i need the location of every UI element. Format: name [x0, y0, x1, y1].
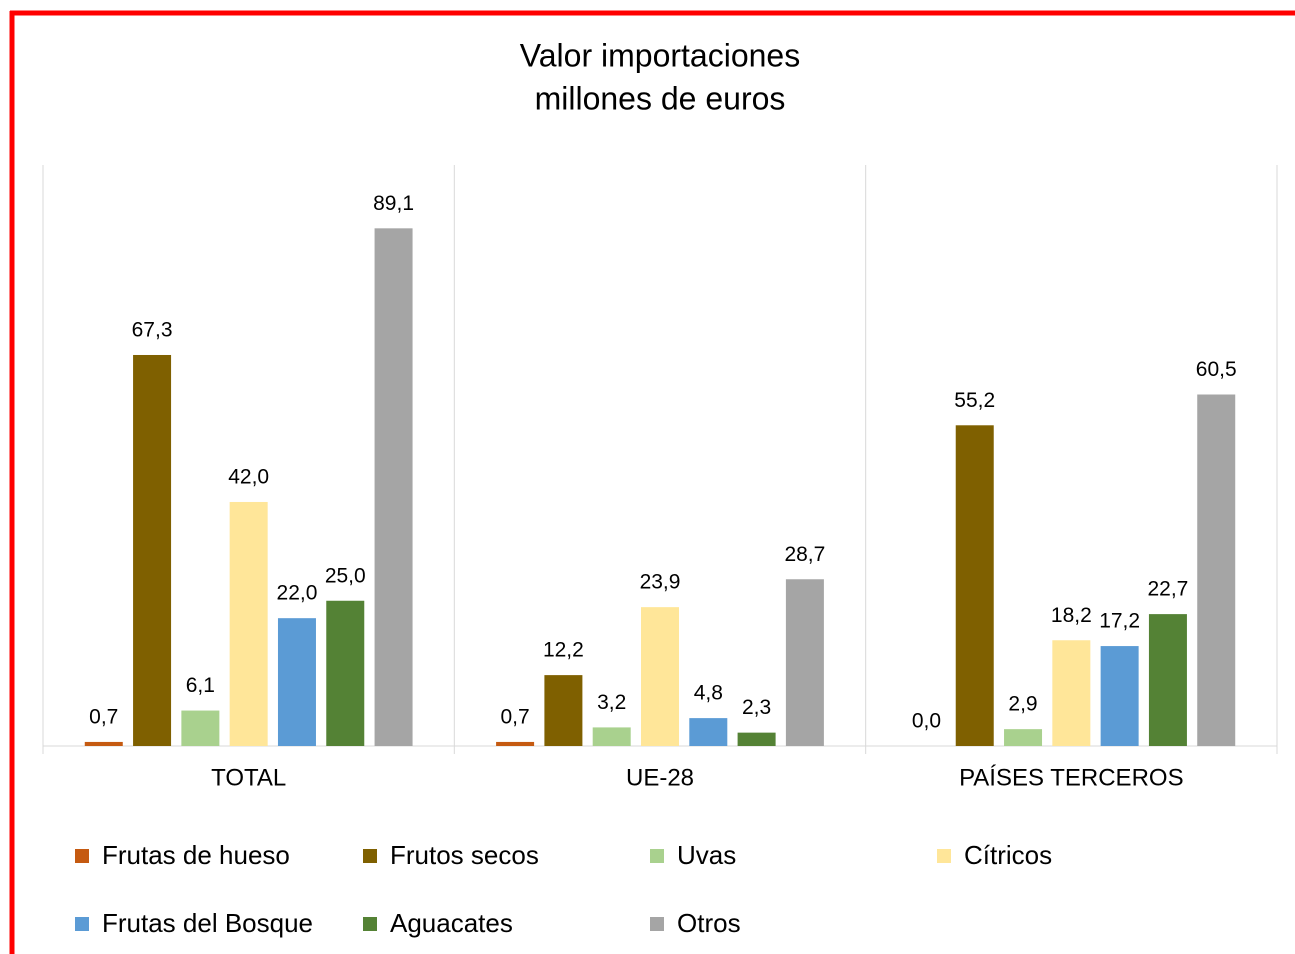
- legend-swatch: [650, 849, 664, 863]
- bar: [785, 579, 824, 746]
- data-label: 60,5: [1196, 358, 1237, 381]
- bar: [955, 425, 994, 746]
- bar: [641, 607, 679, 746]
- data-label: 2,9: [1008, 693, 1037, 716]
- legend-label: Frutos secos: [390, 840, 539, 870]
- data-label: 0,0: [912, 710, 941, 733]
- data-label: 3,2: [597, 691, 626, 714]
- data-label: 55,2: [954, 389, 995, 412]
- legend-label: Uvas: [677, 840, 736, 870]
- legend-swatch: [363, 917, 377, 931]
- legend-label: Cítricos: [964, 840, 1052, 870]
- data-label: 22,0: [277, 582, 318, 605]
- legend-label: Otros: [677, 908, 741, 938]
- data-label: 42,0: [228, 466, 269, 489]
- bar: [1148, 614, 1187, 746]
- legend-label: Frutas del Bosque: [102, 908, 313, 938]
- legend-swatch: [650, 917, 664, 931]
- bar: [326, 600, 365, 746]
- data-label: 6,1: [186, 674, 215, 697]
- data-label: 67,3: [132, 319, 173, 342]
- data-label: 17,2: [1099, 610, 1140, 633]
- legend-swatch: [937, 849, 951, 863]
- data-label: 0,7: [500, 705, 529, 728]
- bar: [1197, 394, 1236, 746]
- data-label: 22,7: [1147, 578, 1188, 601]
- legend-swatch: [363, 849, 377, 863]
- bar: [689, 718, 728, 746]
- bar: [277, 618, 316, 746]
- bar: [84, 741, 123, 746]
- chart-title: Valor importaciones: [520, 37, 800, 73]
- bar: [374, 228, 413, 747]
- bar: [181, 710, 220, 746]
- x-tick-label: PAÍSES TERCEROS: [959, 764, 1184, 791]
- data-label: 89,1: [373, 192, 414, 215]
- bar: [1004, 729, 1043, 746]
- bar: [496, 741, 535, 746]
- data-label: 2,3: [742, 696, 771, 719]
- legend-label: Aguacates: [390, 908, 513, 938]
- data-label: 12,2: [543, 639, 584, 662]
- bar: [737, 732, 776, 746]
- legend-swatch: [75, 849, 89, 863]
- data-label: 4,8: [694, 682, 723, 705]
- data-label: 18,2: [1051, 604, 1092, 627]
- legend-swatch: [75, 917, 89, 931]
- chart-title: millones de euros: [535, 80, 786, 116]
- data-label: 25,0: [325, 564, 366, 587]
- data-label: 23,9: [640, 571, 681, 594]
- bar: [1100, 646, 1139, 746]
- x-tick-label: UE-28: [626, 764, 694, 791]
- bar: [133, 354, 172, 746]
- bar: [592, 727, 631, 746]
- bar: [544, 675, 583, 746]
- bar: [229, 501, 268, 746]
- data-label: 0,7: [89, 705, 118, 728]
- data-label: 28,7: [784, 543, 825, 566]
- x-tick-label: TOTAL: [211, 764, 286, 791]
- bar: [1052, 640, 1091, 746]
- legend-label: Frutas de hueso: [102, 840, 290, 870]
